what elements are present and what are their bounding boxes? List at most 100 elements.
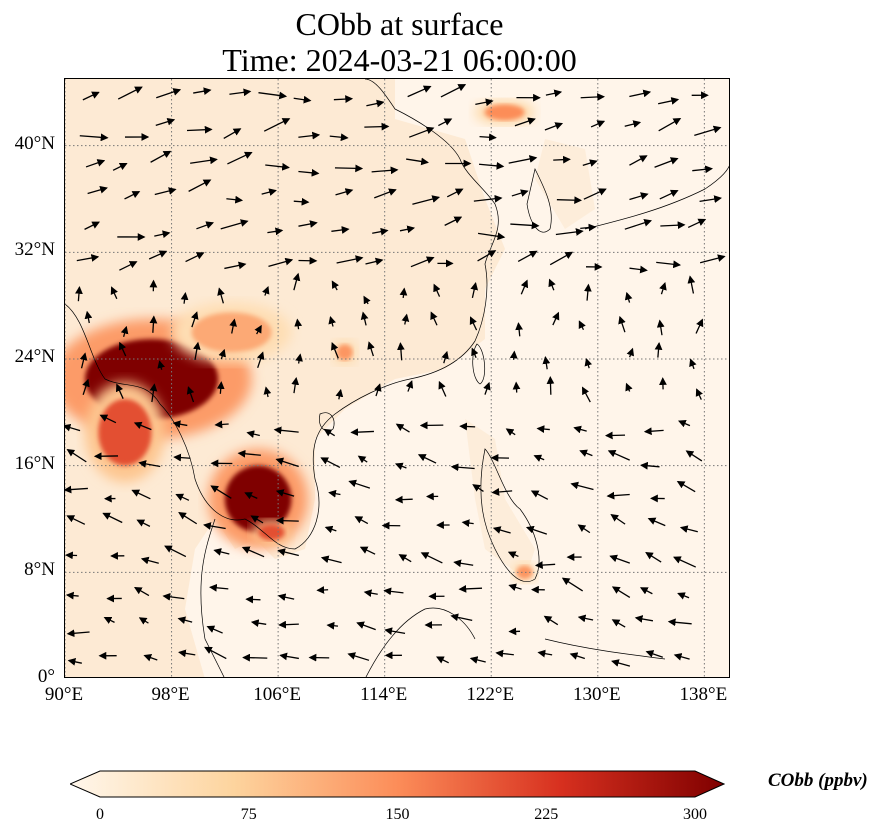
wind-arrow bbox=[514, 117, 536, 127]
wind-arrow bbox=[699, 254, 726, 264]
wind-arrow bbox=[227, 151, 253, 165]
wind-arrow bbox=[155, 117, 176, 126]
wind-arrow bbox=[140, 556, 159, 565]
wind-arrow bbox=[363, 295, 371, 305]
wind-arrow bbox=[654, 341, 663, 358]
wind-arrow bbox=[275, 489, 295, 497]
wind-arrow bbox=[624, 291, 633, 303]
lat-tick-label: 32°N bbox=[14, 239, 55, 261]
wind-arrow bbox=[292, 272, 301, 291]
wind-arrow bbox=[645, 551, 662, 563]
chart-title: CObb at surface bbox=[295, 6, 504, 42]
wind-arrow bbox=[124, 191, 141, 200]
wind-arrow bbox=[293, 95, 312, 104]
wind-arrow bbox=[549, 251, 574, 266]
wind-arrow bbox=[590, 120, 606, 128]
hotspot-mindanao bbox=[516, 565, 533, 579]
wind-arrow bbox=[570, 481, 594, 491]
wind-arrow bbox=[577, 524, 591, 534]
wind-arrow bbox=[395, 423, 410, 433]
wind-arrow bbox=[82, 378, 90, 395]
wind-arrow bbox=[629, 155, 648, 166]
wind-arrow bbox=[544, 122, 564, 131]
wind-arrow bbox=[453, 559, 474, 568]
wind-arrow bbox=[694, 125, 722, 136]
wind-arrow bbox=[261, 188, 277, 196]
wind-arrow bbox=[629, 89, 652, 98]
wind-arrow bbox=[371, 166, 399, 175]
wind-arrow bbox=[150, 150, 172, 163]
wind-arrow bbox=[323, 428, 336, 437]
wind-arrow bbox=[217, 287, 225, 304]
wind-arrow bbox=[241, 546, 265, 558]
wind-arrow bbox=[537, 649, 553, 658]
wind-arrow bbox=[250, 515, 264, 524]
wind-arrow bbox=[552, 311, 560, 326]
wind-arrow bbox=[335, 388, 344, 400]
wind-arrow bbox=[335, 188, 354, 196]
wind-arrow bbox=[223, 128, 242, 139]
lat-tick-label: 40°N bbox=[14, 132, 55, 154]
wind-arrow bbox=[226, 195, 244, 204]
wind-arrow bbox=[229, 318, 237, 334]
wind-arrow bbox=[629, 265, 648, 274]
wind-arrow bbox=[117, 86, 143, 100]
wind-arrow bbox=[356, 621, 376, 631]
wind-arrow bbox=[438, 118, 453, 127]
wind-arrow bbox=[204, 646, 227, 660]
wind-arrow bbox=[629, 192, 649, 201]
wind-arrow bbox=[607, 450, 630, 461]
wind-arrow bbox=[331, 342, 339, 359]
wind-arrow bbox=[320, 457, 341, 469]
wind-arrow bbox=[263, 386, 272, 398]
wind-arrow bbox=[639, 587, 653, 595]
wind-arrow bbox=[85, 159, 106, 168]
wind-arrow bbox=[611, 586, 631, 599]
wind-arrow bbox=[512, 381, 521, 393]
wind-arrow bbox=[505, 428, 516, 436]
wind-arrow bbox=[143, 654, 158, 662]
colorbar-label: CObb (ppbv) bbox=[768, 770, 868, 791]
land-korea-japan bbox=[535, 139, 595, 229]
coastline-borneo bbox=[365, 607, 476, 677]
wind-arrow bbox=[320, 555, 342, 564]
wind-arrow bbox=[533, 454, 545, 462]
wind-arrow bbox=[624, 120, 642, 128]
wind-arrow bbox=[577, 614, 594, 623]
wind-arrow bbox=[348, 479, 371, 489]
wind-arrow bbox=[398, 554, 412, 563]
wind-arrow bbox=[394, 462, 407, 470]
colorbar-tick-label: 0 bbox=[96, 806, 104, 823]
wind-arrow bbox=[542, 356, 551, 370]
wind-arrow bbox=[450, 463, 475, 472]
wind-arrow bbox=[224, 261, 247, 270]
wind-arrow bbox=[475, 98, 494, 107]
wind-arrow bbox=[611, 659, 631, 667]
wind-arrow bbox=[687, 218, 707, 229]
wind-arrow bbox=[469, 316, 478, 331]
wind-arrow bbox=[66, 448, 87, 463]
wind-arrow bbox=[245, 595, 261, 604]
wind-arrow bbox=[483, 381, 491, 395]
wind-arrow bbox=[262, 285, 270, 296]
wind-arrow bbox=[278, 620, 299, 629]
wind-arrow bbox=[406, 157, 429, 166]
wind-arrow bbox=[405, 380, 414, 392]
wind-arrow bbox=[254, 324, 262, 335]
wind-arrow bbox=[399, 287, 408, 298]
hotspot-vietnam-south bbox=[258, 524, 285, 541]
wind-arrow bbox=[79, 352, 88, 369]
wind-arrow bbox=[178, 511, 198, 525]
coastline-malay bbox=[200, 518, 225, 677]
wind-arrow bbox=[687, 275, 696, 294]
wind-arrow bbox=[242, 653, 268, 662]
wind-arrow bbox=[365, 257, 384, 266]
wind-arrow bbox=[372, 227, 389, 236]
wind-arrow bbox=[556, 196, 583, 205]
wind-arrow bbox=[229, 88, 252, 97]
wind-arrow bbox=[331, 226, 350, 234]
wind-arrow bbox=[298, 131, 321, 140]
wind-arrow bbox=[110, 286, 118, 300]
wind-arrow bbox=[469, 656, 486, 664]
wind-arrow bbox=[136, 519, 151, 527]
